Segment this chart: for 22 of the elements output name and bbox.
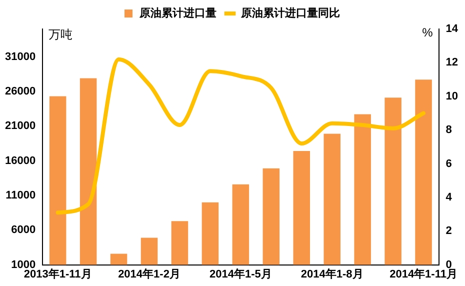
line-series: [56, 57, 426, 215]
x-tick-label: 2014年1-8月: [300, 267, 364, 280]
x-tick-label: 2014年1-11月: [390, 267, 458, 280]
y2-tick-label: 4: [446, 191, 453, 204]
y-tick-label: 6000: [11, 224, 36, 236]
y2-tick-label: 2: [446, 225, 452, 238]
y2-tick-label: 14: [446, 23, 459, 36]
y-tick-label: 16000: [4, 154, 36, 167]
y2-tick-label: 10: [446, 90, 458, 102]
y2-tick-label: 6: [446, 158, 452, 170]
y2-axis-title: %: [422, 25, 434, 40]
legend-label: 原油累计进口量: [138, 6, 216, 20]
y-tick-label: 31000: [4, 50, 36, 63]
x-tick-label: 2014年1-5月: [209, 267, 272, 280]
y-tick-label: 11000: [6, 189, 36, 202]
y-tick-label: 21000: [4, 120, 36, 132]
x-tick-label: 2014年1-2月: [118, 267, 180, 280]
legend-label: 原油累计进口量同比: [240, 6, 340, 20]
y2-tick-label: 12: [446, 56, 458, 69]
y2-tick-label: 8: [446, 124, 452, 136]
y-axis-title: 万吨: [48, 27, 73, 42]
y-tick-label: 26000: [4, 85, 36, 98]
